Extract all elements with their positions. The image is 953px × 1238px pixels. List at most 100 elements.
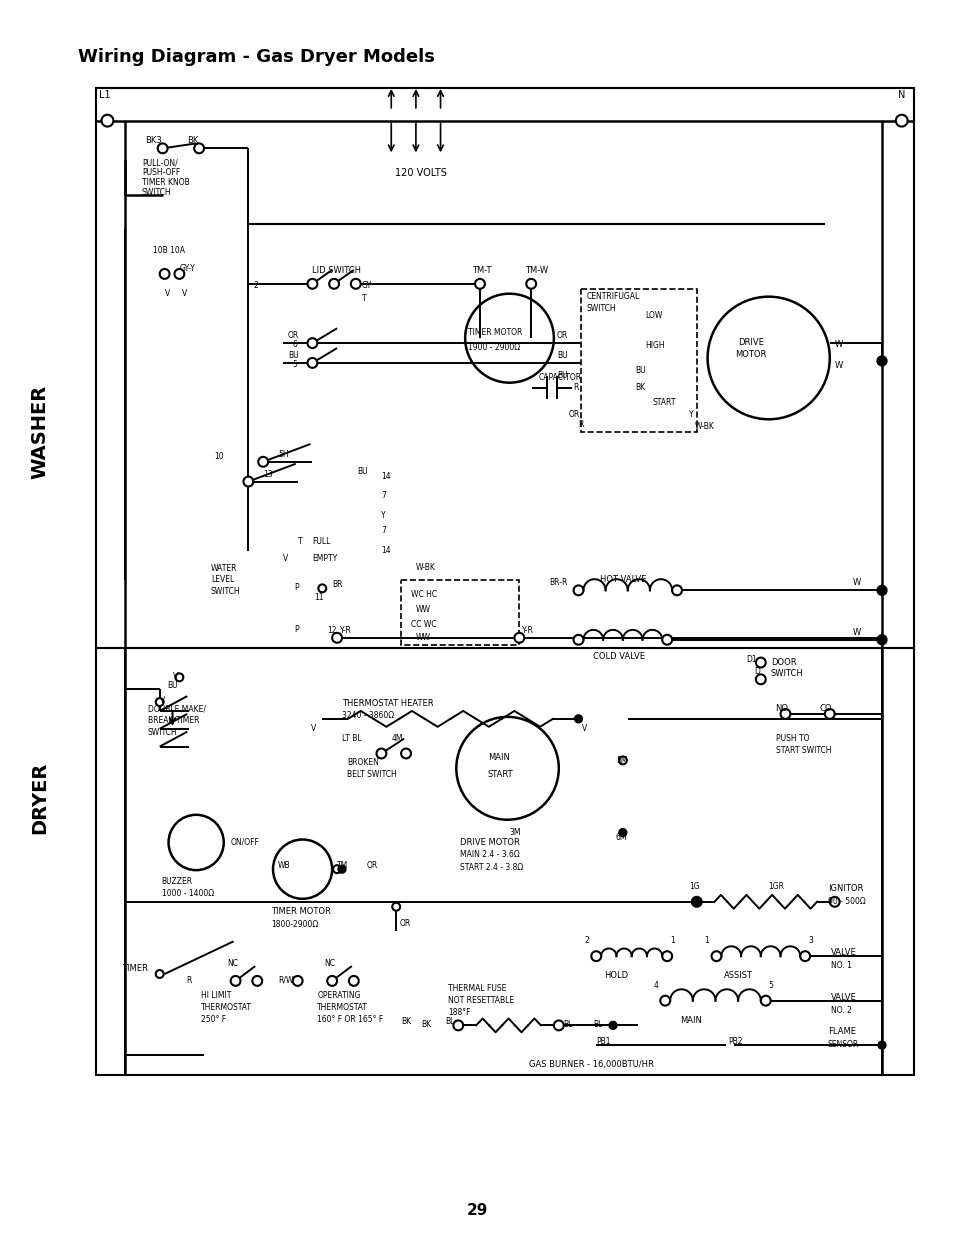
Circle shape xyxy=(691,896,701,906)
Circle shape xyxy=(307,338,317,348)
Bar xyxy=(580,288,696,432)
Text: DRYER: DRYER xyxy=(30,761,49,834)
Text: ASSIST: ASSIST xyxy=(723,971,753,980)
Text: BL: BL xyxy=(593,1020,602,1030)
Circle shape xyxy=(159,269,170,279)
Text: V: V xyxy=(310,724,315,733)
Circle shape xyxy=(349,976,358,985)
Text: 10: 10 xyxy=(213,452,223,461)
Text: W: W xyxy=(834,340,842,349)
Circle shape xyxy=(243,477,253,487)
Text: HIGH: HIGH xyxy=(645,342,664,350)
Circle shape xyxy=(252,976,262,985)
Text: 1G: 1G xyxy=(688,881,699,891)
Text: BU: BU xyxy=(635,366,645,375)
Circle shape xyxy=(661,635,672,645)
Text: FLAME: FLAME xyxy=(827,1028,855,1036)
Text: V: V xyxy=(283,553,288,563)
Text: 29: 29 xyxy=(466,1203,487,1218)
Circle shape xyxy=(554,1020,563,1030)
Text: 5: 5 xyxy=(293,360,297,369)
Text: 7: 7 xyxy=(381,526,386,535)
Circle shape xyxy=(155,698,164,706)
Text: WC HC: WC HC xyxy=(411,591,436,599)
Text: 3M: 3M xyxy=(509,828,520,837)
Circle shape xyxy=(608,1021,617,1029)
Text: TIMER KNOB: TIMER KNOB xyxy=(142,178,190,187)
Text: GY-Y: GY-Y xyxy=(179,264,195,274)
Text: BK3: BK3 xyxy=(145,136,161,146)
Text: OR: OR xyxy=(366,862,377,870)
Text: 11: 11 xyxy=(314,593,324,603)
Circle shape xyxy=(174,269,184,279)
Circle shape xyxy=(231,976,240,985)
Text: SWITCH: SWITCH xyxy=(770,670,802,678)
Circle shape xyxy=(293,976,302,985)
Text: WASHER: WASHER xyxy=(30,385,49,479)
Circle shape xyxy=(194,144,204,154)
Text: DOOR: DOOR xyxy=(770,657,796,666)
Text: MAIN 2.4 - 3.6Ω: MAIN 2.4 - 3.6Ω xyxy=(459,851,519,859)
Text: MOTOR: MOTOR xyxy=(735,350,766,359)
Text: Wiring Diagram - Gas Dryer Models: Wiring Diagram - Gas Dryer Models xyxy=(78,48,435,67)
Text: SWITCH: SWITCH xyxy=(211,587,240,597)
Circle shape xyxy=(876,357,886,366)
Text: HI LIMIT: HI LIMIT xyxy=(201,990,232,1000)
Circle shape xyxy=(514,633,524,643)
Circle shape xyxy=(157,144,168,154)
Text: BK: BK xyxy=(187,136,198,146)
Circle shape xyxy=(829,896,839,906)
Text: R: R xyxy=(578,420,583,430)
Text: DRIVE: DRIVE xyxy=(738,338,763,347)
Text: TIMER: TIMER xyxy=(122,964,148,973)
Text: HOT VALVE: HOT VALVE xyxy=(599,576,646,584)
Text: PULL-ON/: PULL-ON/ xyxy=(142,158,177,167)
Text: Y: Y xyxy=(381,511,386,520)
Text: OR: OR xyxy=(557,332,567,340)
Text: SWITCH: SWITCH xyxy=(586,303,616,312)
Text: T: T xyxy=(297,537,302,546)
Text: NO: NO xyxy=(775,704,788,713)
Circle shape xyxy=(526,279,536,288)
Text: BK: BK xyxy=(400,1018,411,1026)
Text: DRIVE MOTOR: DRIVE MOTOR xyxy=(459,838,519,847)
Circle shape xyxy=(475,279,484,288)
Text: PB1: PB1 xyxy=(596,1037,610,1046)
Text: BUZZER: BUZZER xyxy=(161,877,193,886)
Text: BROKEN: BROKEN xyxy=(347,759,378,768)
Text: 1: 1 xyxy=(669,936,674,946)
Text: BU: BU xyxy=(557,371,567,380)
Text: 5: 5 xyxy=(768,980,773,990)
Text: N: N xyxy=(898,90,904,100)
Text: BR: BR xyxy=(332,581,342,589)
Text: Y-R: Y-R xyxy=(339,626,352,635)
Text: START: START xyxy=(652,397,675,406)
Text: W: W xyxy=(852,628,860,636)
Text: HOLD: HOLD xyxy=(603,971,628,980)
Text: THERMAL FUSE: THERMAL FUSE xyxy=(448,984,506,993)
Text: R/W: R/W xyxy=(277,976,294,985)
Text: NO. 1: NO. 1 xyxy=(830,961,851,971)
Bar xyxy=(95,88,913,1075)
Circle shape xyxy=(376,749,386,759)
Circle shape xyxy=(573,635,583,645)
Text: 4: 4 xyxy=(653,980,658,990)
Text: 160° F OR 165° F: 160° F OR 165° F xyxy=(317,1014,383,1024)
Text: START SWITCH: START SWITCH xyxy=(775,745,830,755)
Text: WW: WW xyxy=(416,633,431,641)
Text: TM-W: TM-W xyxy=(525,266,548,275)
Text: W-BK: W-BK xyxy=(416,562,436,572)
Text: 3240 - 3860Ω: 3240 - 3860Ω xyxy=(341,711,394,721)
Text: T: T xyxy=(361,293,366,302)
Text: CAPACITOR: CAPACITOR xyxy=(538,373,581,381)
Text: P: P xyxy=(294,625,299,634)
Text: BU: BU xyxy=(288,352,298,360)
Text: V: V xyxy=(172,672,177,681)
Circle shape xyxy=(332,633,341,643)
Text: PUSH TO: PUSH TO xyxy=(775,734,808,743)
Text: 250° F: 250° F xyxy=(201,1014,226,1024)
Circle shape xyxy=(877,1041,885,1049)
Text: 14: 14 xyxy=(381,546,391,555)
Text: 10B 10A: 10B 10A xyxy=(152,246,185,255)
Circle shape xyxy=(755,657,765,667)
